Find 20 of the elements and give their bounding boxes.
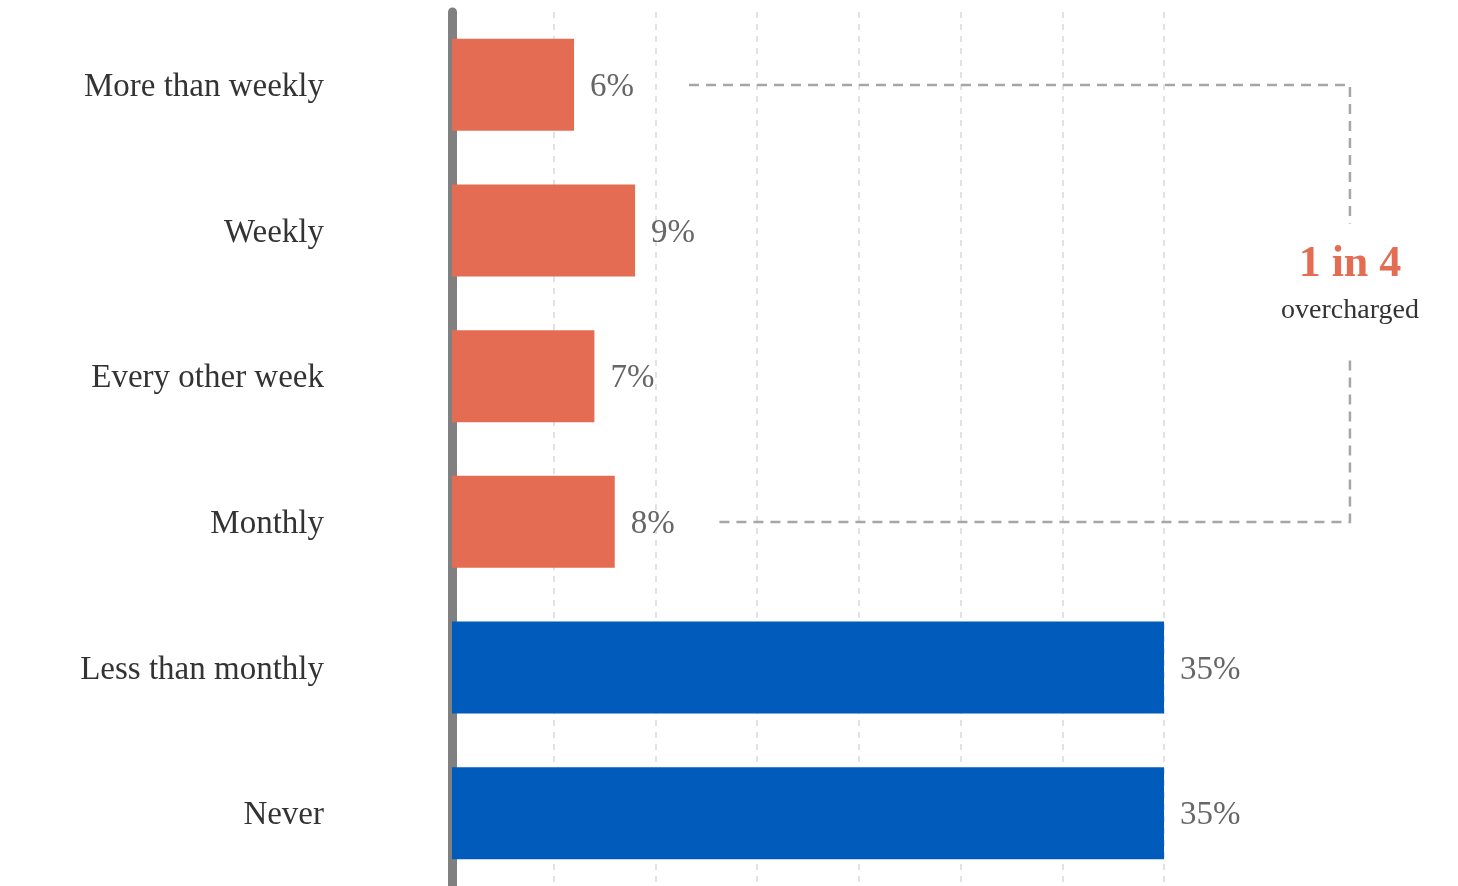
y-tick-label: Weekly <box>224 212 325 249</box>
bar <box>452 38 575 131</box>
bar <box>452 184 636 277</box>
bar <box>452 767 1164 860</box>
y-tick-label: Never <box>243 795 324 832</box>
y-tick-label: More than weekly <box>83 66 325 103</box>
data-label: 7% <box>610 358 655 395</box>
data-label: 9% <box>651 212 696 249</box>
y-tick-label: Every other week <box>91 358 325 395</box>
text: overcharged <box>1281 293 1419 326</box>
text: 1 in 4 <box>1298 235 1402 287</box>
data-label: 8% <box>630 503 675 540</box>
data-label: 6% <box>590 66 635 103</box>
bar <box>452 475 615 568</box>
bar <box>452 621 1164 714</box>
y-tick-label: Less than monthly <box>80 649 325 686</box>
data-label: 35% <box>1180 795 1241 832</box>
y-tick-label: Monthly <box>210 503 325 540</box>
bar <box>452 330 595 423</box>
data-label: 35% <box>1180 649 1241 686</box>
